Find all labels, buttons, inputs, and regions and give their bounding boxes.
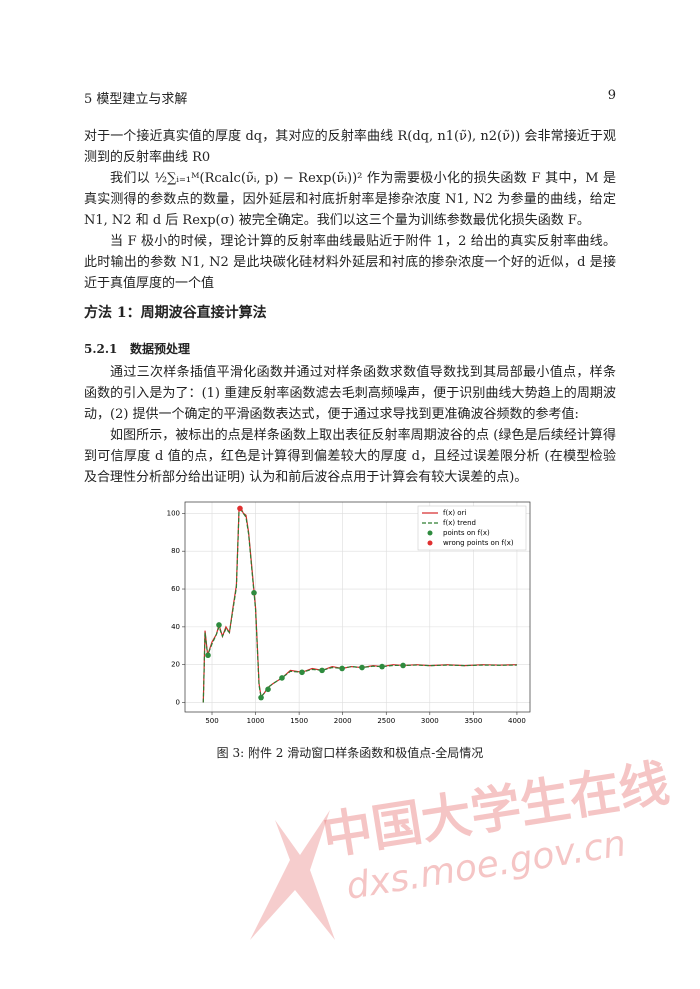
- legend-marker: [427, 540, 433, 546]
- paragraph: 我们以 ½∑ᵢ₌₁ᴹ(Rcalc(ν̃ᵢ, p) − Rexp(ν̃ᵢ))² 作…: [84, 171, 616, 228]
- section-title: 方法 1：周期波谷直接计算法: [84, 305, 267, 321]
- point: [400, 662, 406, 669]
- point: [258, 694, 264, 701]
- legend-marker: [427, 530, 433, 536]
- caption: 图 3: 附件 2 滑动窗口样条函数和极值点-全局情况: [216, 746, 484, 760]
- point: [205, 652, 211, 659]
- point: [265, 686, 271, 693]
- page-number: 9: [607, 88, 616, 103]
- paragraph: 如图所示，被标出的点是样条函数上取出表征反射率周期波谷的点 (绿色是后续经计算得…: [84, 428, 616, 485]
- point: [339, 665, 345, 672]
- y-tick-label: 80: [171, 547, 180, 555]
- subsection: 5.2.1 数据预处理: [84, 340, 190, 357]
- x-tick-label: 3500: [464, 717, 482, 725]
- point: [216, 622, 222, 628]
- paragraph: 通过三次样条插值平滑化函数并通过对样条函数求数值导数找到其局部最小值点，样条函数…: [84, 365, 616, 422]
- x-tick-label: 2000: [334, 717, 352, 725]
- point: [237, 505, 243, 512]
- point: [299, 669, 305, 676]
- subsection-title: 数据预处理: [129, 342, 190, 356]
- point: [279, 675, 285, 681]
- chart: 0 20 40 60 80 100 500 1000 1500 2000 2500 3000 3500 4…: [167, 501, 531, 725]
- plot-frame: [184, 501, 531, 713]
- legend-label: f(x) ori: [443, 509, 466, 517]
- point: [251, 590, 257, 596]
- legend-label: wrong points on f(x): [443, 539, 514, 547]
- legend-label: points on f(x): [443, 529, 490, 537]
- y-tick-label: 0: [176, 699, 180, 707]
- y-tick-label: 40: [171, 623, 180, 631]
- x-tick-label: 4000: [508, 717, 526, 725]
- header-section: 5 模型建立与求解: [84, 92, 188, 107]
- x-tick-label: 3000: [421, 717, 439, 725]
- x-tick-label: 2500: [377, 717, 395, 725]
- paragraph: 对于一个接近真实值的厚度 dq，其对应的反射率曲线 R(dq, n1(ν̃), …: [84, 129, 616, 165]
- subsection-number: 5.2.1: [84, 342, 118, 356]
- legend-label: f(x) trend: [443, 519, 476, 527]
- x-tick-label: 500: [205, 717, 218, 725]
- x-tick-label: 1000: [247, 717, 265, 725]
- y-tick-label: 100: [167, 509, 180, 517]
- point: [379, 663, 385, 670]
- paragraph: 当 F 极小的时候，理论计算的反射率曲线最贴近于附件 1，2 给出的真实反射率曲…: [84, 234, 616, 291]
- y-tick-label: 60: [171, 585, 180, 593]
- point: [359, 664, 365, 671]
- point: [319, 667, 325, 674]
- watermark-logo: [250, 810, 335, 940]
- x-tick-label: 1500: [290, 717, 308, 725]
- y-tick-label: 20: [171, 661, 180, 669]
